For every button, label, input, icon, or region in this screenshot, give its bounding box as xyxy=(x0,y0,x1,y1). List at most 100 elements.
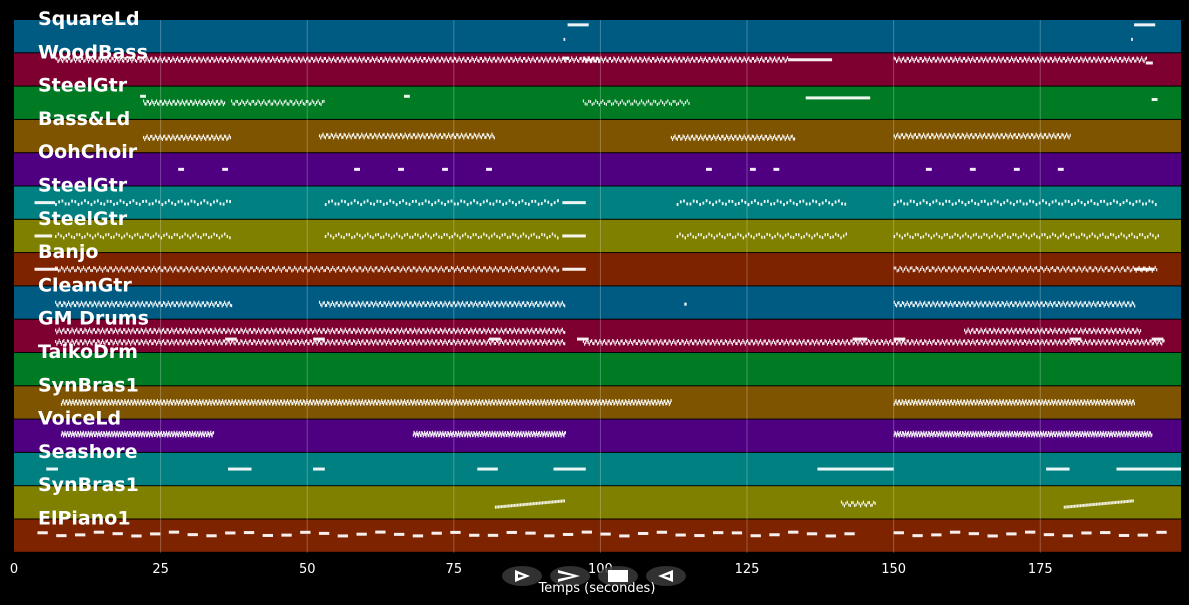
note xyxy=(34,267,58,271)
note xyxy=(274,100,277,104)
note xyxy=(480,268,482,272)
note xyxy=(174,102,176,106)
note xyxy=(163,399,166,403)
note xyxy=(195,304,197,308)
note xyxy=(127,327,129,331)
note xyxy=(433,268,435,272)
note xyxy=(605,341,607,345)
note xyxy=(150,101,152,105)
note xyxy=(585,57,587,61)
note xyxy=(106,57,108,61)
note xyxy=(758,60,760,64)
note xyxy=(197,266,199,270)
note xyxy=(251,100,253,104)
note xyxy=(57,341,59,345)
note xyxy=(125,331,127,335)
note xyxy=(1078,265,1080,269)
note xyxy=(779,342,782,346)
note xyxy=(486,167,492,171)
note xyxy=(276,330,278,334)
note xyxy=(526,338,528,342)
note xyxy=(440,328,443,332)
note xyxy=(424,56,426,60)
note xyxy=(372,342,375,346)
note xyxy=(106,268,108,272)
note xyxy=(151,330,153,334)
note xyxy=(553,301,555,305)
note xyxy=(220,134,222,138)
note xyxy=(494,342,497,346)
note xyxy=(250,342,253,346)
note xyxy=(247,268,249,272)
note xyxy=(385,304,387,308)
note xyxy=(615,340,617,344)
note xyxy=(182,59,185,63)
note xyxy=(423,135,425,139)
note xyxy=(527,56,529,60)
note xyxy=(476,330,478,334)
note xyxy=(202,329,205,333)
note xyxy=(238,102,240,106)
note xyxy=(359,331,362,335)
note xyxy=(162,402,164,406)
note xyxy=(696,200,698,204)
note xyxy=(932,133,934,137)
note xyxy=(703,338,705,342)
note xyxy=(227,136,229,140)
note xyxy=(181,266,183,270)
note xyxy=(430,302,432,306)
note xyxy=(241,56,243,60)
note xyxy=(1044,300,1047,304)
note xyxy=(277,331,280,335)
note xyxy=(416,58,418,62)
note xyxy=(721,57,723,61)
note xyxy=(402,302,404,306)
note xyxy=(974,267,976,271)
note xyxy=(1142,202,1144,206)
note xyxy=(592,56,594,60)
note xyxy=(755,59,757,63)
note xyxy=(646,340,648,344)
note xyxy=(941,236,943,240)
note xyxy=(740,233,742,237)
note xyxy=(92,60,94,64)
note xyxy=(751,56,753,60)
note xyxy=(501,341,504,345)
note xyxy=(92,303,94,307)
note xyxy=(295,341,297,345)
note xyxy=(101,399,103,403)
note xyxy=(692,199,695,203)
note xyxy=(897,132,899,136)
note xyxy=(288,58,290,62)
note xyxy=(147,233,149,237)
note xyxy=(904,135,906,139)
note xyxy=(737,137,739,141)
note xyxy=(356,341,358,345)
note xyxy=(333,302,335,306)
note xyxy=(918,342,920,346)
note xyxy=(389,330,391,334)
note xyxy=(933,302,935,306)
note xyxy=(75,268,77,272)
note xyxy=(132,338,134,342)
note xyxy=(178,100,180,104)
note xyxy=(612,338,614,342)
note xyxy=(96,59,98,63)
note xyxy=(366,199,369,203)
note xyxy=(444,338,446,342)
note xyxy=(1041,338,1043,342)
note xyxy=(104,331,106,335)
note xyxy=(60,265,63,269)
note xyxy=(463,303,465,307)
note xyxy=(64,330,66,334)
note xyxy=(70,402,72,406)
note xyxy=(513,269,516,273)
note xyxy=(79,59,81,63)
note xyxy=(1145,61,1153,65)
note xyxy=(437,56,439,60)
note xyxy=(883,342,885,346)
note xyxy=(173,233,176,237)
note xyxy=(84,268,86,272)
note xyxy=(671,138,674,142)
note xyxy=(558,56,560,60)
